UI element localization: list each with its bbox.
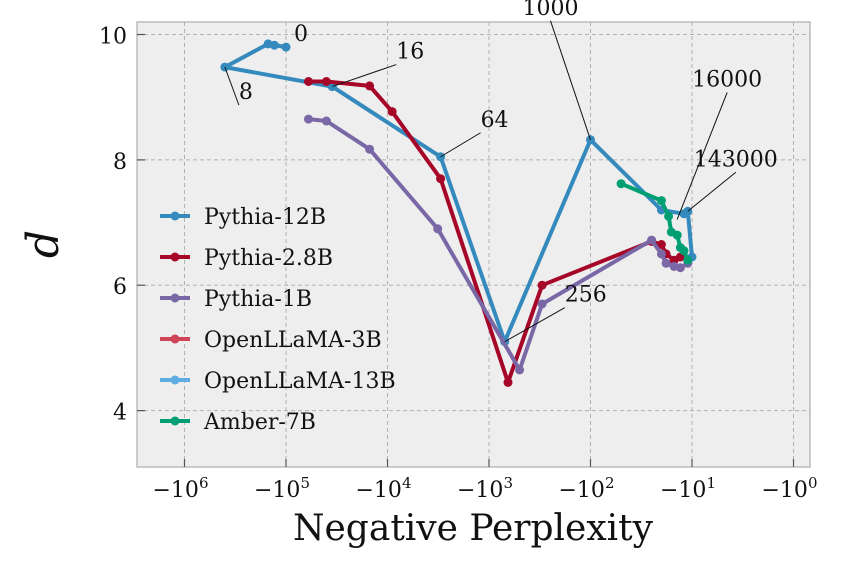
data-point <box>436 174 446 184</box>
x-tick-label: −102 <box>559 474 615 503</box>
annotation-1000: 1000 <box>523 0 591 140</box>
data-point <box>436 152 446 162</box>
x-tick-label: −103 <box>457 474 513 503</box>
series-pythia-12b <box>220 39 697 347</box>
annotation-layer: 0 8 16 64 256 1000 16000 143000 <box>224 0 778 343</box>
annotation-256: 256 <box>504 283 607 343</box>
data-point <box>365 81 375 91</box>
annotation-16000: 16000 <box>676 67 762 220</box>
legend-label: OpenLLaMA-3B <box>204 328 382 353</box>
x-tick-label: −105 <box>254 474 310 503</box>
annotation-label: 1000 <box>523 0 579 21</box>
annotation-16: 16 <box>332 40 424 88</box>
data-point <box>675 263 685 273</box>
annotation-label: 256 <box>565 283 607 308</box>
data-point <box>387 107 397 117</box>
data-point <box>321 77 331 86</box>
annotation-label: 0 <box>294 22 308 47</box>
annotation-leader <box>550 20 591 140</box>
annotation-64: 64 <box>440 108 509 158</box>
annotation-leader <box>224 66 240 106</box>
legend-item-pythia-12b: Pythia-12B <box>160 205 326 230</box>
legend-swatch-marker <box>170 252 180 262</box>
legend-item-amber-7b: Amber-7B <box>160 410 316 435</box>
y-tick-label: 10 <box>99 25 127 50</box>
legend-label: Amber-7B <box>203 410 316 435</box>
annotation-leader <box>440 132 481 158</box>
data-point <box>537 299 547 309</box>
legend-label: Pythia-1B <box>204 287 312 312</box>
legend-item-pythia-1b: Pythia-1B <box>160 287 312 312</box>
x-tick-label: −106 <box>153 474 209 503</box>
data-point <box>304 114 313 124</box>
legend: Pythia-12B Pythia-2.8B Pythia-1B OpenLLaMA-… <box>160 205 396 435</box>
legend-item-openllama-3b: OpenLLaMA-3B <box>160 328 382 353</box>
annotation-label: 16000 <box>692 67 762 92</box>
data-point <box>661 258 671 268</box>
annotation-leader <box>676 92 728 220</box>
series-amber-7b <box>616 179 693 265</box>
annotation-leader <box>504 307 565 343</box>
legend-label: Pythia-12B <box>204 205 326 230</box>
data-point <box>304 77 313 86</box>
data-point <box>515 365 525 375</box>
annotation-143000: 143000 <box>687 147 778 212</box>
annotation-leader <box>687 171 737 212</box>
annotation-label: 64 <box>481 108 509 133</box>
legend-swatch-marker <box>170 211 180 221</box>
data-point <box>656 240 666 249</box>
data-point <box>656 196 666 206</box>
y-tick-label: 4 <box>113 401 127 426</box>
annotation-label: 16 <box>396 40 424 65</box>
y-tick-label: 6 <box>113 275 127 300</box>
data-point <box>672 230 682 240</box>
data-point <box>683 255 693 265</box>
data-point <box>321 116 331 126</box>
legend-swatch-marker <box>170 293 180 303</box>
data-point <box>537 280 547 290</box>
legend-item-pythia-2-8b: Pythia-2.8B <box>160 246 333 271</box>
annotation-leader <box>332 64 397 88</box>
annotation-label: 143000 <box>694 147 778 172</box>
data-point <box>281 42 291 52</box>
legend-item-openllama-13b: OpenLLaMA-13B <box>160 369 396 394</box>
series-pythia-2-8b <box>304 77 685 387</box>
data-point <box>503 377 513 387</box>
annotation-label: 8 <box>239 80 253 105</box>
legend-label: OpenLLaMA-13B <box>204 369 396 394</box>
data-point <box>656 249 666 259</box>
y-tick-label: 8 <box>113 150 127 175</box>
x-tick-label: −104 <box>356 474 412 503</box>
series-layer <box>220 39 697 387</box>
data-point <box>433 224 443 234</box>
data-point <box>263 39 273 49</box>
legend-swatch-marker <box>170 416 180 426</box>
data-point <box>220 62 230 72</box>
y-axis-title: d <box>18 230 69 258</box>
data-point <box>679 246 689 256</box>
grid <box>137 22 810 467</box>
data-point <box>616 179 626 189</box>
data-point <box>664 211 674 221</box>
annotation-0: 0 <box>294 22 308 47</box>
plot-background <box>136 21 811 468</box>
x-tick-label: −100 <box>762 474 818 503</box>
tick-layer: −106 −105 −104 −103 −102 −101 −100 4 6 8 10 <box>99 25 817 503</box>
data-point <box>365 144 375 154</box>
data-point <box>647 235 657 245</box>
legend-label: Pythia-2.8B <box>204 246 333 271</box>
x-axis-title: Negative Perplexity <box>293 508 654 549</box>
annotation-8: 8 <box>224 66 253 106</box>
legend-swatch-marker <box>170 334 180 344</box>
legend-swatch-marker <box>170 375 180 385</box>
x-tick-label: −101 <box>660 474 716 503</box>
